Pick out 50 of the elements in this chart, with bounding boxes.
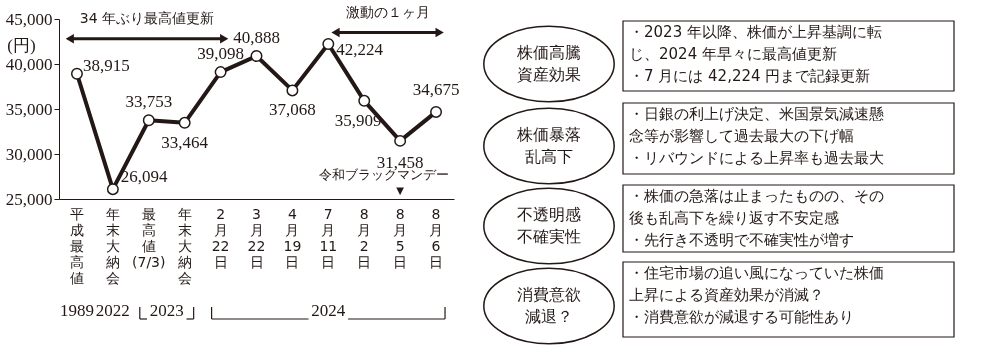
point	[394, 134, 407, 147]
x-tick-label: 平成最高値	[69, 206, 84, 286]
data-label: 34,675	[412, 79, 460, 99]
annotation: ▼	[396, 185, 405, 196]
y-tick-label: 45,000	[5, 9, 53, 29]
x-tick-label: 最高値(7/3)	[132, 206, 166, 270]
text: 株価暴落乱高下	[516, 125, 581, 166]
data-label: 26,094	[120, 167, 169, 187]
text: 消費意欲減退？	[517, 285, 581, 326]
annotation: 34 年ぶり最高値更新	[79, 9, 215, 26]
data-label: 37,068	[269, 100, 316, 120]
point	[358, 94, 371, 107]
x-tick-label: 7月11日	[319, 206, 338, 270]
text: 2024	[311, 301, 346, 320]
y-axis-title: (円)	[7, 35, 36, 55]
text: 1989	[59, 301, 94, 320]
x-tick-label: 年末大納会	[177, 206, 192, 286]
y-tick-label: 35,000	[5, 99, 53, 119]
text: 不透明感不確実性	[517, 205, 581, 246]
x-tick-label: 8月6日	[429, 206, 444, 270]
point	[106, 183, 119, 196]
x-tick-label: 4月19日	[283, 206, 302, 270]
point	[430, 105, 443, 118]
x-tick-label: 8月2日	[357, 206, 372, 270]
point	[142, 114, 155, 127]
y-tick-label: 25,000	[5, 189, 53, 209]
point	[286, 84, 299, 97]
point	[250, 50, 263, 62]
y-tick-label: 40,000	[5, 54, 53, 74]
text: ・日銀の利上げ決定、米国景気減速懸念等が影響して過去最大の下げ幅・リバウンドによる上昇率も過去最大	[629, 105, 884, 167]
x-tick-label: 2月22日	[211, 206, 230, 270]
point	[70, 67, 83, 80]
data-label: 33,464	[161, 132, 209, 152]
text: ・2023 年以降、株価が上昇基調に転じ、2024 年早々に最高値更新・7 月には 42,224 円まで記録更新	[629, 23, 882, 85]
point	[214, 66, 227, 79]
text: 株価高騰資産効果	[516, 43, 581, 84]
x-tick-label: 年末大納会	[105, 206, 120, 286]
text: 2023	[149, 301, 184, 320]
data-label: 42,224	[336, 39, 384, 59]
text: ・住宅市場の追い風になっていた株価上昇による資産効果が消滅？・消費意欲が減退する可能性あり	[629, 264, 884, 326]
point	[178, 116, 191, 129]
data-label: 38,915	[82, 55, 130, 75]
text: ・株価の急落は止まったものの、その後も乱高下を繰り返す不安定感・先行き不透明で不確実性が増す	[629, 187, 884, 249]
text: 2022	[95, 301, 130, 320]
text: 激動の１ヶ月	[345, 3, 430, 20]
x-tick-label: 8月5日	[393, 206, 408, 270]
point	[322, 38, 335, 50]
y-tick-label: 30,000	[5, 144, 53, 164]
x-tick-label: 3月22日	[247, 206, 266, 270]
data-label: 33,753	[125, 92, 173, 112]
